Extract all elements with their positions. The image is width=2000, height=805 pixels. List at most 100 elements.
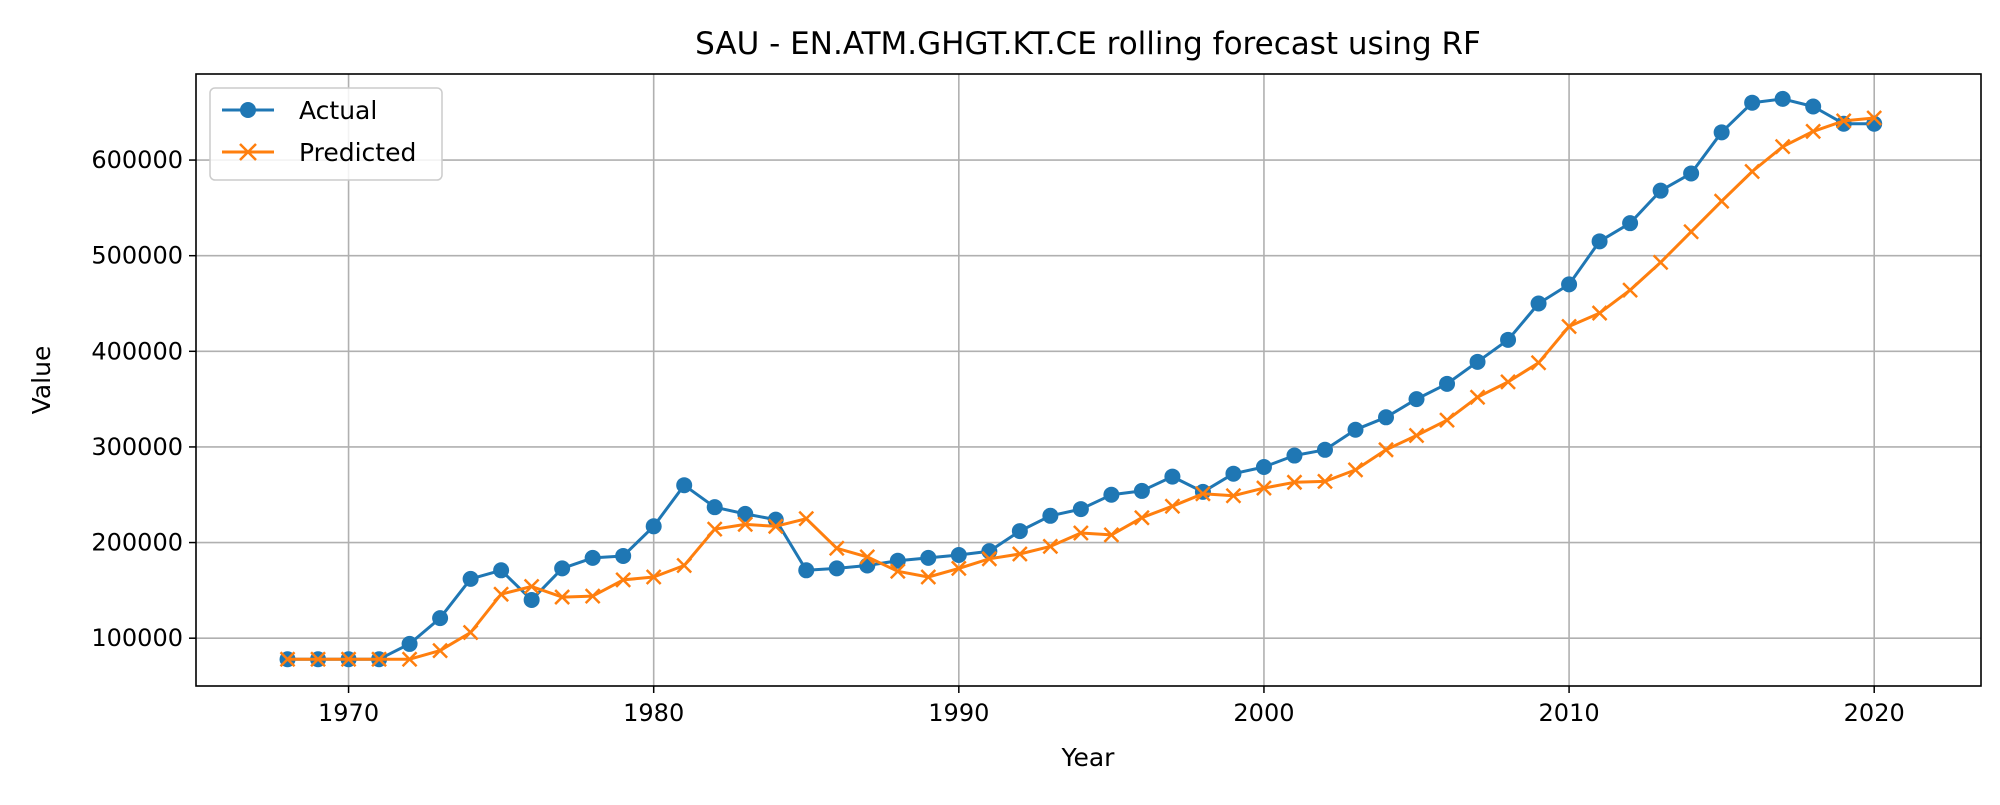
actual-point xyxy=(584,549,601,566)
predicted-point xyxy=(493,586,510,603)
actual-point xyxy=(1561,276,1578,293)
actual-point xyxy=(1591,233,1608,250)
predicted-point xyxy=(523,578,540,595)
x-tick-label: 1990 xyxy=(928,699,989,727)
plot-area-frame xyxy=(195,73,1982,687)
legend-actual-label: Actual xyxy=(299,96,377,125)
predicted-point xyxy=(1072,525,1089,541)
predicted-point xyxy=(1042,538,1059,555)
actual-point xyxy=(462,570,479,587)
predicted-point xyxy=(1317,473,1333,490)
series-lines xyxy=(279,90,1883,668)
x-tick-label: 1980 xyxy=(623,699,684,727)
predicted-point xyxy=(1500,374,1516,390)
predicted-point xyxy=(279,651,296,668)
actual-point xyxy=(706,499,723,516)
predicted-point xyxy=(1866,110,1883,126)
actual-point xyxy=(1500,331,1517,348)
predicted-point xyxy=(1805,123,1822,140)
predicted-point xyxy=(1011,546,1028,562)
actual-point xyxy=(1286,447,1303,464)
y-tick-label: 400000 xyxy=(91,337,183,365)
actual-point xyxy=(645,518,662,535)
y-axis-ticks: 100000 200000 300000 400000 500000 600000 xyxy=(91,146,196,652)
predicted-point xyxy=(1225,487,1242,504)
actual-point xyxy=(401,635,418,652)
legend-predicted-label: Predicted xyxy=(299,138,416,167)
actual-point xyxy=(1164,468,1181,485)
predicted-point xyxy=(859,549,876,565)
actual-point xyxy=(1469,353,1486,370)
predicted-point xyxy=(340,651,357,668)
actual-point xyxy=(1622,215,1639,232)
predicted-point xyxy=(645,569,662,585)
actual-point xyxy=(1133,482,1150,499)
predicted-point xyxy=(950,560,967,577)
predicted-point xyxy=(706,521,723,538)
y-tick-label: 500000 xyxy=(91,242,183,270)
y-tick-label: 100000 xyxy=(91,624,183,652)
actual-point xyxy=(737,505,754,522)
x-axis-label: Year xyxy=(1061,743,1116,772)
actual-point xyxy=(554,560,571,577)
actual-point xyxy=(1042,507,1059,524)
predicted-point xyxy=(1713,193,1730,210)
actual-point xyxy=(1652,182,1669,199)
y-tick-label: 300000 xyxy=(91,433,183,461)
predicted-point xyxy=(1103,527,1120,543)
predicted-point xyxy=(737,516,754,533)
predicted-point xyxy=(1774,138,1791,155)
predicted-point xyxy=(1561,318,1577,335)
actual-point xyxy=(1011,523,1028,540)
predicted-point xyxy=(1591,305,1608,321)
actual-point xyxy=(828,560,845,577)
predicted-point xyxy=(1835,112,1852,129)
predicted-point xyxy=(1408,427,1425,444)
predicted-point xyxy=(371,651,387,668)
predicted-point xyxy=(828,540,845,557)
actual-point xyxy=(1225,465,1242,482)
predicted-point xyxy=(1134,509,1150,526)
legend-predicted-marker xyxy=(239,143,257,161)
actual-point xyxy=(1439,375,1456,392)
predicted-point xyxy=(1744,163,1761,180)
actual-point xyxy=(1774,90,1791,107)
actual-point xyxy=(676,477,693,494)
predicted-series-line xyxy=(287,116,1875,661)
predicted-point xyxy=(401,651,418,668)
actual-point xyxy=(1408,391,1425,408)
actual-point xyxy=(1316,441,1333,458)
predicted-point xyxy=(889,563,906,580)
predicted-point xyxy=(1256,480,1272,496)
predicted-point xyxy=(767,518,784,535)
predicted-point xyxy=(1164,498,1181,515)
y-axis-label: Value xyxy=(27,346,56,415)
actual-point xyxy=(1744,94,1761,111)
grid xyxy=(196,74,1981,686)
predicted-point xyxy=(920,569,937,585)
predicted-point xyxy=(1439,412,1455,429)
actual-point xyxy=(1530,295,1547,312)
x-tick-label: 2020 xyxy=(1844,699,1905,727)
legend-actual-marker xyxy=(240,102,256,118)
predicted-point xyxy=(1683,223,1700,240)
actual-point xyxy=(920,549,937,566)
predicted-point xyxy=(432,642,448,659)
actual-point xyxy=(432,610,449,627)
actual-point xyxy=(1347,421,1364,438)
predicted-point xyxy=(1378,441,1394,458)
chart-title: SAU - EN.ATM.GHGT.KT.CE rolling forecast… xyxy=(695,26,1481,62)
actual-series-line xyxy=(287,97,1875,661)
actual-point xyxy=(493,562,510,579)
y-tick-label: 600000 xyxy=(91,146,183,174)
predicted-point xyxy=(1622,282,1638,298)
predicted-point xyxy=(981,550,998,567)
predicted-point xyxy=(584,588,601,604)
predicted-point xyxy=(310,651,326,668)
legend: Actual Predicted xyxy=(209,87,443,181)
actual-point xyxy=(1072,501,1089,518)
predicted-point xyxy=(798,510,815,527)
predicted-point xyxy=(1469,389,1486,406)
actual-point xyxy=(615,547,632,564)
